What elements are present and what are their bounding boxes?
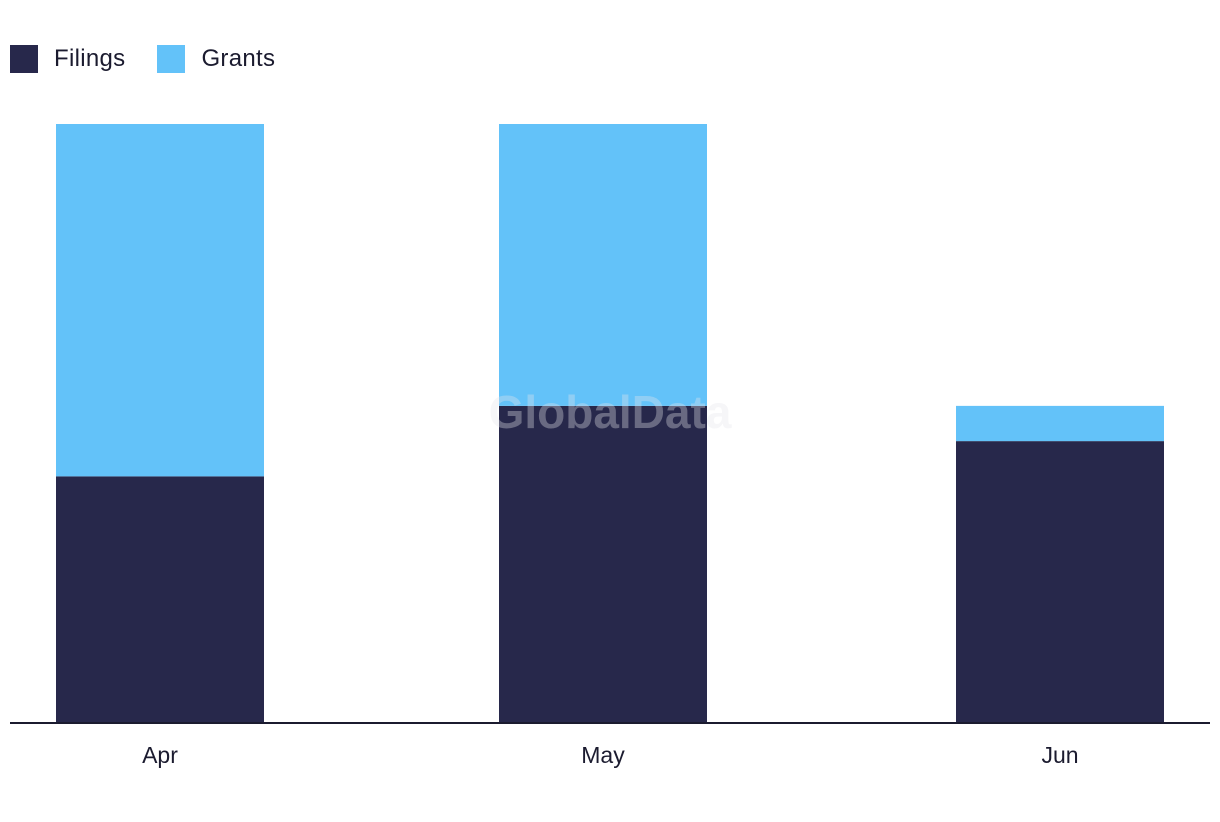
legend-swatch-grants — [157, 45, 186, 73]
chart-legend: Filings Grants — [10, 44, 307, 74]
bar-filings-jun[interactable] — [956, 441, 1164, 723]
legend-label-filings: Filings — [54, 45, 126, 72]
x-tick-label-may: May — [581, 742, 625, 768]
x-tick-label-jun: Jun — [1041, 742, 1078, 768]
bars-group — [56, 124, 1164, 723]
x-axis-ticks: Apr May Jun — [142, 742, 1078, 768]
watermark: GlobalData — [489, 386, 732, 438]
legend-label-grants: Grants — [201, 45, 276, 72]
legend-item-grants[interactable]: Grants — [157, 45, 275, 73]
bar-grants-jun[interactable] — [956, 405, 1164, 442]
bar-grants-may[interactable] — [499, 124, 707, 406]
bar-filings-apr[interactable] — [56, 476, 264, 723]
bar-filings-may[interactable] — [499, 405, 707, 723]
bar-grants-apr[interactable] — [56, 124, 264, 477]
legend-item-filings[interactable]: Filings — [10, 45, 125, 73]
legend-swatch-filings — [10, 45, 38, 73]
x-tick-label-apr: Apr — [142, 742, 178, 768]
